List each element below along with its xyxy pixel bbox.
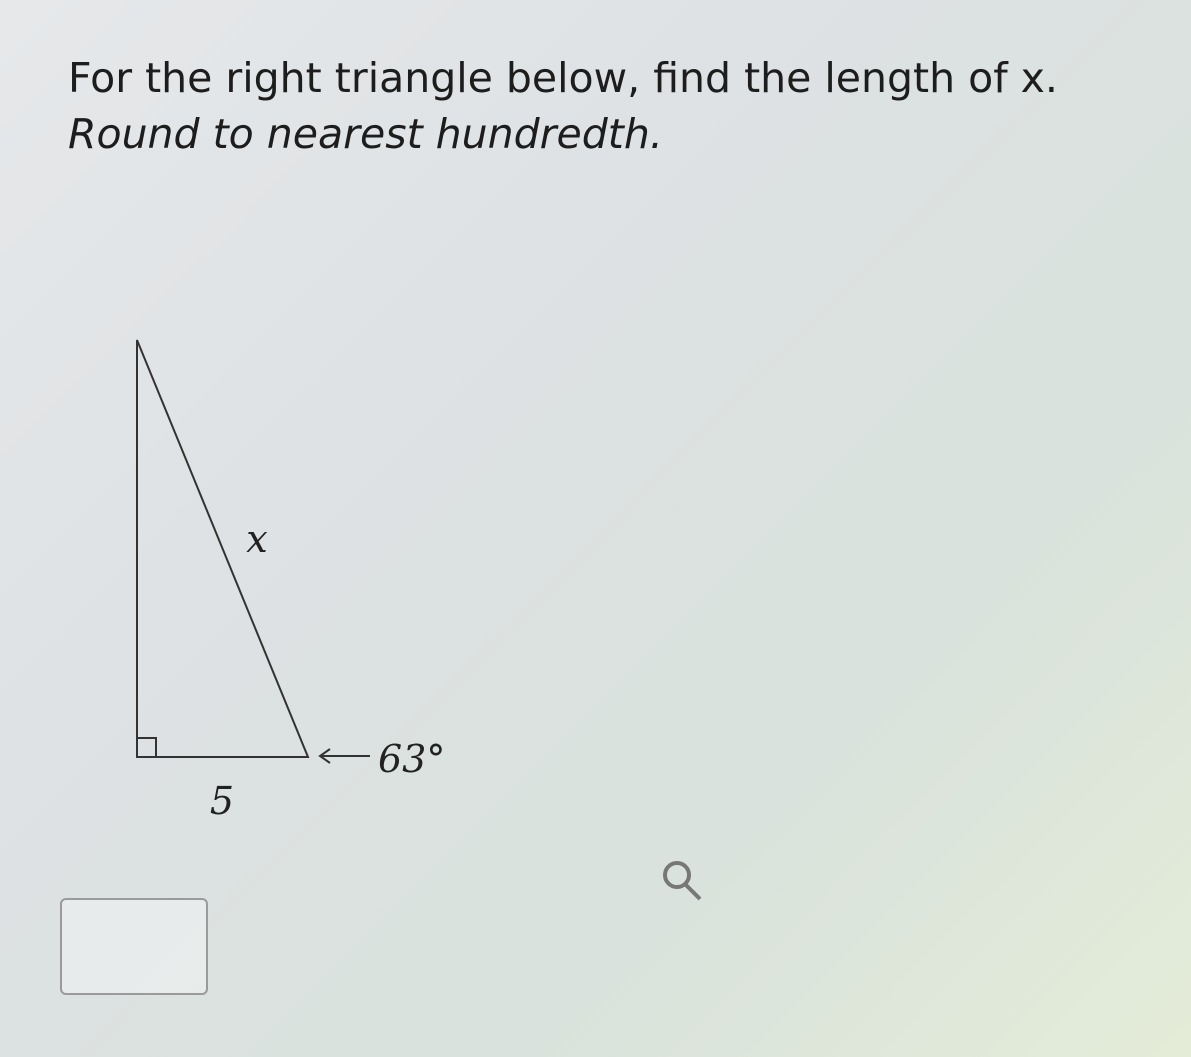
answer-input[interactable] xyxy=(60,898,208,995)
triangle xyxy=(136,339,310,758)
search-icon[interactable] xyxy=(663,861,702,901)
hypotenuse-label: x xyxy=(246,517,267,561)
angle-label: 63° xyxy=(378,737,445,781)
right-angle-mark xyxy=(137,737,157,757)
prompt-line: Round to nearest hundredth. xyxy=(68,110,663,158)
prompt-line: For the right triangle below, find the l… xyxy=(68,54,1058,102)
arrow-head xyxy=(318,748,331,764)
base-label: 5 xyxy=(210,779,234,823)
